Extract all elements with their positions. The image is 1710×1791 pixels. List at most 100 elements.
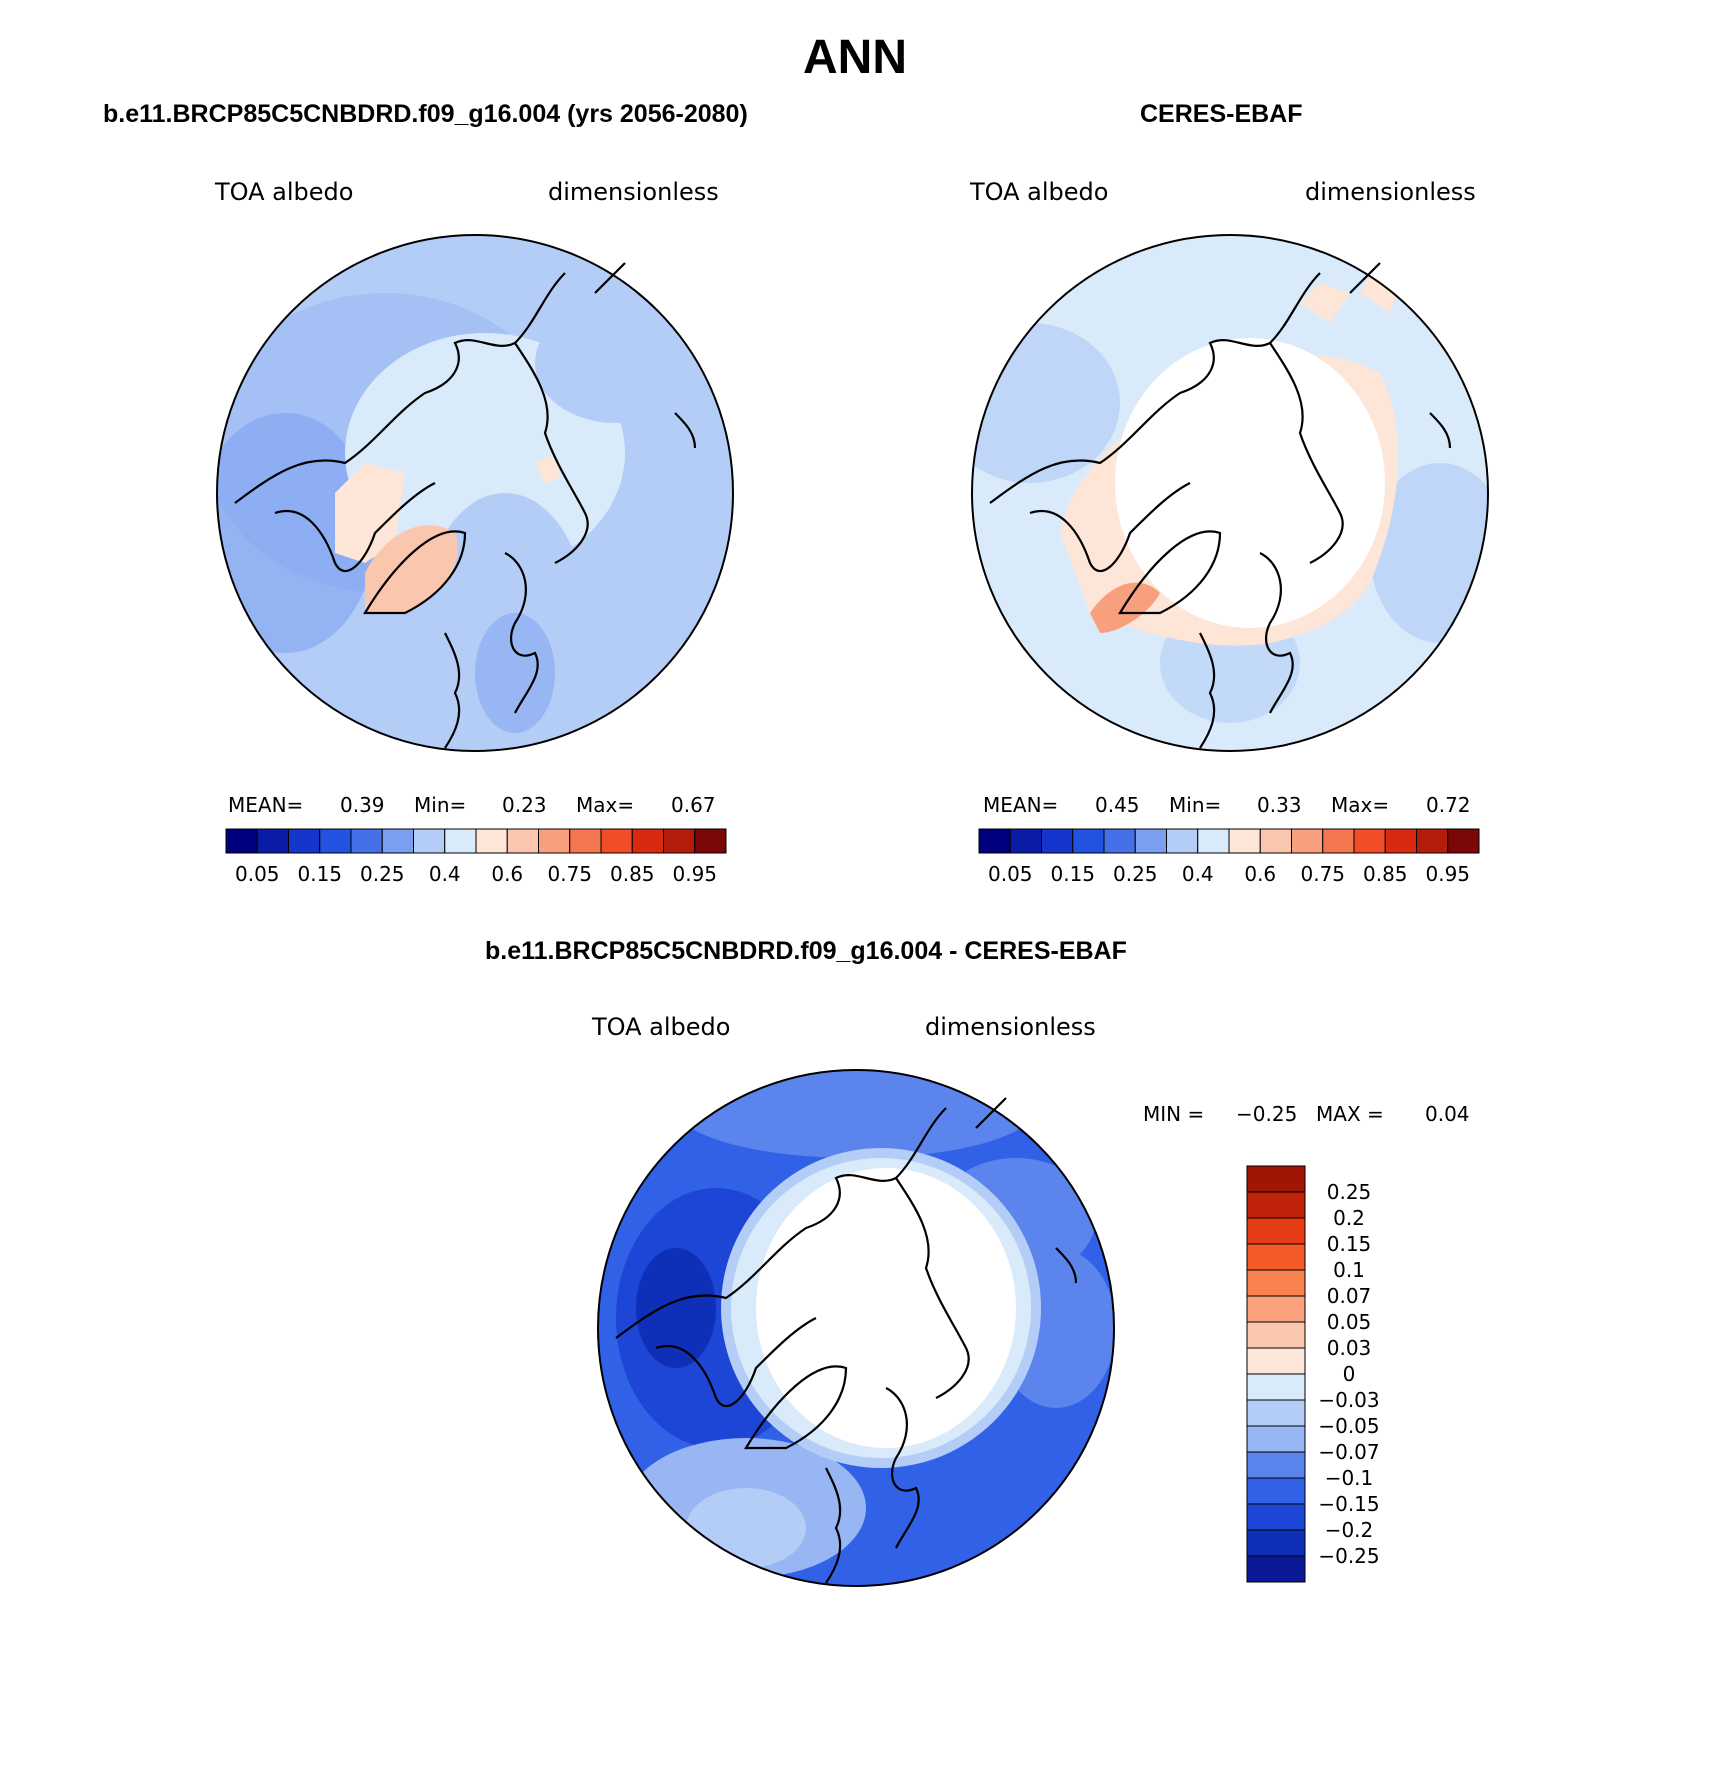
colorbar-swatch xyxy=(538,828,571,854)
panel-3-variable: TOA albedo xyxy=(592,1013,731,1041)
colorbar-swatch xyxy=(1246,1451,1306,1479)
colorbar-tick-label: 0.05 xyxy=(1326,1310,1372,1334)
panel-2-min-value: 0.33 xyxy=(1257,793,1302,817)
panel-3-units: dimensionless xyxy=(925,1013,1096,1041)
colorbar-tick-label: 0.85 xyxy=(609,862,655,886)
colorbar-tick-label: −0.03 xyxy=(1318,1388,1380,1412)
colorbar-swatch xyxy=(1228,828,1261,854)
colorbar-tick-label: 0.6 xyxy=(1244,862,1277,886)
page-title: ANN xyxy=(803,31,907,84)
colorbar-swatch xyxy=(1353,828,1386,854)
panel-3-title: b.e11.BRCP85C5CNBDRD.f09_g16.004 - CERES… xyxy=(485,937,1127,965)
colorbar-swatch xyxy=(1246,1555,1306,1583)
colorbar-tick-label: 0.4 xyxy=(1181,862,1214,886)
colorbar-swatch xyxy=(569,828,602,854)
panel-1-max-value: 0.67 xyxy=(671,793,716,817)
colorbar-tick-label: 0.07 xyxy=(1326,1284,1372,1308)
colorbar-tick-label: 0.15 xyxy=(297,862,343,886)
colorbar-swatch xyxy=(1246,1217,1306,1245)
colorbar-swatch xyxy=(506,828,539,854)
panel-2-colorbar xyxy=(978,828,1480,854)
panel-1-title: b.e11.BRCP85C5CNBDRD.f09_g16.004 (yrs 20… xyxy=(103,100,748,128)
colorbar-swatch xyxy=(1246,1269,1306,1297)
colorbar-swatch xyxy=(1134,828,1167,854)
colorbar-swatch xyxy=(1291,828,1324,854)
panel-2-mean-value: 0.45 xyxy=(1095,793,1140,817)
colorbar-swatch xyxy=(1384,828,1417,854)
colorbar-tick-label: −0.05 xyxy=(1318,1414,1380,1438)
colorbar-tick-label: 0.85 xyxy=(1362,862,1408,886)
panel-3-max-label: MAX = xyxy=(1316,1102,1384,1126)
panel-1-units: dimensionless xyxy=(548,178,719,206)
colorbar-tick-label: 0.2 xyxy=(1333,1206,1365,1230)
colorbar-swatch xyxy=(256,828,289,854)
colorbar-tick-label: −0.15 xyxy=(1318,1492,1380,1516)
panel-3-min-value: −0.25 xyxy=(1236,1102,1298,1126)
colorbar-swatch xyxy=(1246,1347,1306,1375)
colorbar-swatch xyxy=(1322,828,1355,854)
colorbar-swatch xyxy=(1041,828,1074,854)
colorbar-swatch xyxy=(1103,828,1136,854)
panel-2-map xyxy=(970,233,1490,753)
colorbar-tick-label: 0.95 xyxy=(672,862,718,886)
colorbar-tick-label: 0 xyxy=(1342,1362,1356,1386)
colorbar-swatch xyxy=(1197,828,1230,854)
colorbar-tick-label: −0.25 xyxy=(1318,1544,1380,1568)
colorbar-tick-label: 0.75 xyxy=(547,862,593,886)
colorbar-swatch xyxy=(1416,828,1449,854)
panel-2-title: CERES-EBAF xyxy=(1140,100,1303,128)
panel-1-colorbar xyxy=(225,828,727,854)
colorbar-swatch xyxy=(1246,1477,1306,1505)
panel-2-mean-label: MEAN= xyxy=(983,793,1059,817)
colorbar-tick-label: 0.15 xyxy=(1326,1232,1372,1256)
panel-1-max-label: Max= xyxy=(576,793,635,817)
panel-2-max-label: Max= xyxy=(1331,793,1390,817)
colorbar-swatch xyxy=(1246,1373,1306,1401)
panel-1-mean-label: MEAN= xyxy=(228,793,304,817)
colorbar-tick-label: 0.03 xyxy=(1326,1336,1372,1360)
colorbar-tick-label: 0.6 xyxy=(491,862,524,886)
colorbar-tick-label: 0.25 xyxy=(1112,862,1158,886)
panel-3-map xyxy=(596,1068,1116,1588)
colorbar-swatch xyxy=(663,828,696,854)
colorbar-swatch xyxy=(319,828,352,854)
panel-1-variable: TOA albedo xyxy=(215,178,354,206)
panel-1-min-label: Min= xyxy=(414,793,467,817)
colorbar-swatch xyxy=(444,828,477,854)
panel-1-min-value: 0.23 xyxy=(502,793,547,817)
panel-2-variable: TOA albedo xyxy=(970,178,1109,206)
colorbar-tick-label: 0.15 xyxy=(1050,862,1096,886)
colorbar-swatch xyxy=(1072,828,1105,854)
colorbar-swatch xyxy=(600,828,633,854)
colorbar-swatch xyxy=(1246,1399,1306,1427)
colorbar-swatch xyxy=(1166,828,1199,854)
panel-3-min-label: MIN = xyxy=(1143,1102,1205,1126)
colorbar-swatch xyxy=(978,828,1011,854)
colorbar-tick-label: 0.75 xyxy=(1300,862,1346,886)
colorbar-swatch xyxy=(350,828,383,854)
colorbar-swatch xyxy=(1246,1295,1306,1323)
colorbar-tick-label: −0.07 xyxy=(1318,1440,1380,1464)
colorbar-swatch xyxy=(694,828,727,854)
colorbar-swatch xyxy=(1246,1243,1306,1271)
colorbar-tick-label: 0.05 xyxy=(987,862,1033,886)
colorbar-swatch xyxy=(1246,1191,1306,1219)
panel-1-mean-value: 0.39 xyxy=(340,793,385,817)
colorbar-swatch xyxy=(381,828,414,854)
colorbar-swatch xyxy=(288,828,321,854)
colorbar-tick-label: 0.25 xyxy=(1326,1180,1372,1204)
colorbar-swatch xyxy=(1246,1165,1306,1193)
colorbar-tick-label: −0.1 xyxy=(1324,1466,1374,1490)
colorbar-swatch xyxy=(475,828,508,854)
colorbar-tick-label: 0.25 xyxy=(359,862,405,886)
colorbar-tick-label: 0.1 xyxy=(1333,1258,1365,1282)
colorbar-swatch xyxy=(1009,828,1042,854)
colorbar-swatch xyxy=(225,828,258,854)
colorbar-swatch xyxy=(1447,828,1480,854)
colorbar-tick-label: −0.2 xyxy=(1324,1518,1374,1542)
panel-1-map xyxy=(215,233,735,753)
panel-2-min-label: Min= xyxy=(1169,793,1222,817)
panel-2-max-value: 0.72 xyxy=(1426,793,1471,817)
panel-2-units: dimensionless xyxy=(1305,178,1476,206)
colorbar-swatch xyxy=(631,828,664,854)
